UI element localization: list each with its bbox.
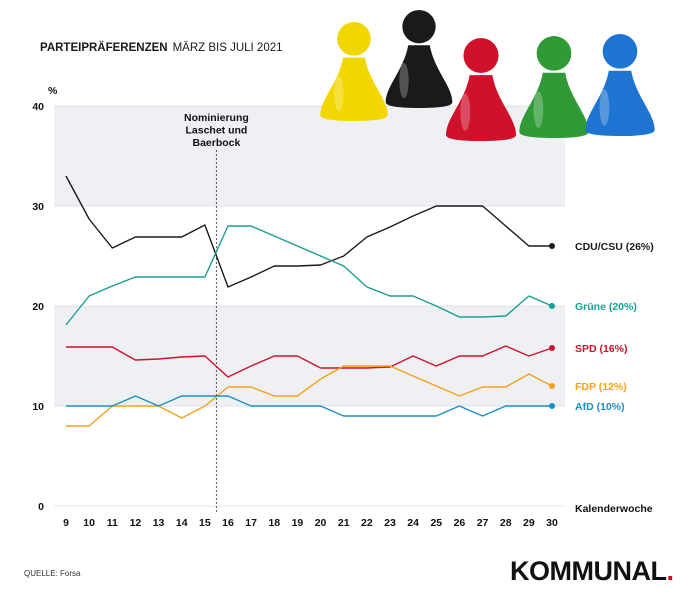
x-tick-label: 27	[477, 517, 489, 529]
y-axis-unit: %	[48, 85, 58, 97]
series-end-dot-3	[549, 383, 555, 389]
x-tick-label: 19	[292, 517, 304, 529]
series-end-dot-2	[549, 345, 555, 351]
series-end-dot-4	[549, 403, 555, 409]
series-end-dot-1	[549, 303, 555, 309]
y-tick-label: 10	[32, 401, 44, 413]
x-tick-label: 29	[523, 517, 535, 529]
series-line-4	[66, 395, 552, 417]
annotation-text: Laschet und	[186, 125, 248, 137]
green-pawn-icon	[519, 36, 589, 138]
series-lines	[65, 175, 555, 427]
x-tick-label: 17	[245, 517, 257, 529]
x-tick-label: 14	[176, 517, 188, 529]
pawn-illustration	[320, 10, 655, 141]
x-tick-label: 16	[222, 517, 234, 529]
blue-pawn-icon	[585, 34, 655, 136]
x-axis-label: Kalenderwoche	[575, 503, 653, 515]
black-pawn-icon-highlight	[399, 62, 409, 99]
blue-pawn-icon-highlight	[599, 89, 610, 126]
yellow-pawn-icon	[320, 22, 388, 121]
yellow-pawn-icon-highlight	[334, 75, 344, 112]
y-tick-label: 40	[32, 101, 44, 113]
red-pawn-icon-body	[445, 75, 517, 141]
x-tick-label: 9	[63, 517, 69, 529]
x-tick-label: 23	[384, 517, 396, 529]
y-tick-label: 0	[38, 501, 44, 513]
series-line-3	[66, 365, 553, 427]
x-tick-label: 21	[338, 517, 350, 529]
series-label: Grüne (20%)	[575, 301, 637, 313]
black-pawn-icon-head	[402, 10, 436, 44]
series-label: SPD (16%)	[575, 343, 628, 355]
red-pawn-icon-head	[463, 38, 499, 74]
red-pawn-icon	[445, 38, 517, 141]
background-band-0	[54, 306, 565, 406]
y-tick-label: 20	[32, 301, 44, 313]
x-tick-label: 26	[454, 517, 466, 529]
brand-dot: .	[666, 556, 673, 586]
black-pawn-icon-body	[385, 45, 453, 108]
red-pawn-icon-highlight	[460, 93, 471, 131]
x-tick-label: 11	[107, 517, 118, 529]
x-tick-label: 13	[153, 517, 165, 529]
x-tick-label: 15	[199, 517, 211, 529]
green-pawn-icon-highlight	[533, 91, 544, 128]
brand-logo: KOMMUNAL.	[510, 556, 674, 586]
x-tick-label: 22	[361, 517, 373, 529]
yellow-pawn-icon-body	[320, 57, 388, 121]
green-pawn-icon-body	[519, 72, 589, 138]
x-tick-label: 24	[407, 517, 419, 529]
y-tick-label: 30	[32, 201, 44, 213]
series-line-1	[65, 225, 553, 326]
black-pawn-icon	[385, 10, 453, 108]
chart-title-rest: MÄRZ BIS JULI 2021	[173, 42, 283, 54]
x-tick-label: 25	[430, 517, 442, 529]
background-bands	[54, 106, 565, 406]
green-pawn-icon-head	[536, 36, 572, 71]
x-tick-label: 10	[83, 517, 95, 529]
series-line-2	[66, 345, 553, 378]
series-end-dot-0	[549, 243, 555, 249]
series-labels: CDU/CSU (26%) Grüne (20%) SPD (16%) FDP (12…	[575, 241, 654, 413]
x-tick-label: 28	[500, 517, 512, 529]
annotation-text: Nominierung	[184, 112, 249, 124]
chart-title: PARTEIPRÄFERENZEN MÄRZ BIS JULI 2021	[40, 41, 283, 54]
series-label: CDU/CSU (26%)	[575, 241, 654, 253]
series-label: FDP (12%)	[575, 381, 627, 393]
brand-name: KOMMUNAL	[510, 556, 666, 586]
series-label: AfD (10%)	[575, 401, 625, 413]
x-axis: 9 10 11 12 13 14 15 16 17 18 19 20 21 22 23 24 25 26 27 28 2…	[63, 503, 653, 529]
blue-pawn-icon-head	[602, 34, 638, 69]
chart-title-bold: PARTEIPRÄFERENZEN	[40, 41, 168, 54]
x-tick-label: 18	[268, 517, 280, 529]
blue-pawn-icon-body	[585, 70, 655, 136]
x-tick-label: 30	[546, 517, 558, 529]
x-tick-label: 12	[130, 517, 142, 529]
yellow-pawn-icon-head	[337, 22, 371, 56]
source-note: QUELLE: Forsa	[24, 569, 81, 578]
x-tick-label: 20	[315, 517, 327, 529]
series-line-0	[65, 175, 552, 288]
annotation-text: Baerbock	[192, 137, 240, 149]
y-axis: 0 10 20 30 40%	[32, 85, 58, 513]
